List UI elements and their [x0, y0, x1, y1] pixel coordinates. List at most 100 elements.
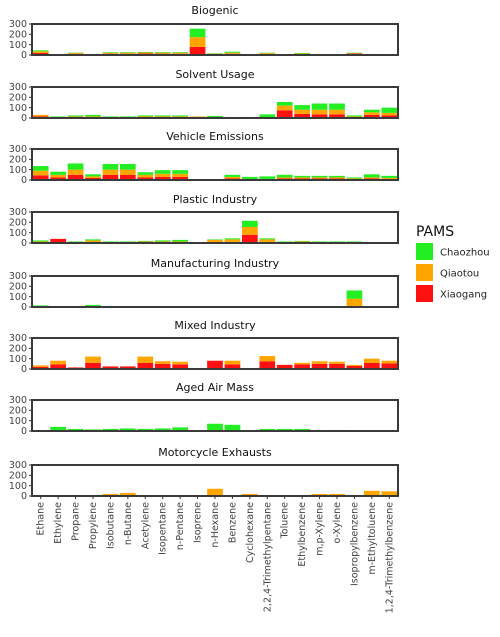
bar-mixed-industry-m-p-xylene-qiaotou: [311, 361, 328, 364]
x-tick-label-n-hexane: n-Hexane: [210, 502, 221, 548]
bar-plastic-industry-isopentane-qiaotou: [154, 241, 171, 243]
bar-solvent-usage-acetylene-chaozhou: [137, 115, 154, 117]
bar-mixed-industry-benzene-xiaogang: [224, 364, 241, 369]
bar-vehicle-emissions-propylene-qiaotou: [85, 176, 101, 178]
bar-aged-air-mass-isobutane-chaozhou: [102, 428, 119, 431]
y-tick-label: 100: [9, 40, 27, 51]
bar-mixed-industry-isopropylbenzene-qiaotou: [346, 364, 363, 366]
bar-mixed-industry-isopentane-qiaotou: [154, 361, 171, 364]
bar-solvent-usage-acetylene-qiaotou: [137, 116, 154, 118]
y-tick-label: 200: [9, 155, 27, 166]
bar-solvent-usage-toluene-qiaotou: [276, 105, 293, 111]
bar-solvent-usage-m-ethyltoluene-xiaogang: [364, 114, 380, 118]
bar-plastic-industry-o-xylene-chaozhou: [329, 241, 345, 242]
bar-aged-air-mass-propane-chaozhou: [67, 428, 84, 431]
bar-plastic-industry-ethylbenzene-qiaotou: [294, 241, 310, 243]
x-tick-label-1-2-4-trimethylbenzene: 1,2,4-Trimethylbenzene: [384, 502, 395, 614]
bar-vehicle-emissions-m-ethyltoluene-chaozhou: [364, 174, 380, 178]
bar-biogenic-acetylene-chaozhou: [137, 52, 154, 53]
bar-solvent-usage-o-xylene-qiaotou: [329, 109, 345, 115]
bar-motorcycle-exhausts-n-butane-qiaotou: [120, 492, 136, 496]
panel-title-mixed-industry: Mixed Industry: [174, 319, 256, 332]
legend: PAMS Chaozhou Qiaotou Xiaogang: [416, 224, 490, 302]
bar-vehicle-emissions-toluene-chaozhou: [276, 174, 293, 178]
bar-plastic-industry-acetylene-chaozhou: [137, 240, 154, 242]
bar-vehicle-emissions-acetylene-qiaotou: [137, 174, 154, 178]
panel-title-biogenic: Biogenic: [191, 4, 238, 17]
y-tick-label: 0: [21, 426, 27, 437]
bar-mixed-industry-ethylene-qiaotou: [50, 360, 66, 365]
bar-vehicle-emissions-ethylene-xiaogang: [50, 177, 66, 180]
bar-motorcycle-exhausts-n-hexane-qiaotou: [207, 488, 223, 496]
legend-label-qiaotou: Qiaotou: [440, 269, 479, 280]
bar-vehicle-emissions-isopropylbenzene-chaozhou: [346, 177, 363, 179]
bar-mixed-industry-ethane-qiaotou: [32, 365, 49, 367]
bar-vehicle-emissions-cyclohexane-chaozhou: [242, 176, 258, 180]
bar-mixed-industry-propylene-qiaotou: [85, 356, 101, 363]
y-tick-label: 0: [21, 238, 27, 249]
bar-motorcycle-exhausts-cyclohexane-qiaotou: [242, 493, 258, 496]
bar-aged-air-mass-acetylene-chaozhou: [137, 428, 154, 431]
bar-plastic-industry-isopentane-chaozhou: [154, 240, 171, 242]
bar-plastic-industry-n-pentane-chaozhou: [172, 239, 188, 242]
x-tick-label-ethane: Ethane: [36, 502, 47, 536]
bar-manufacturing-industry-propylene-chaozhou: [85, 304, 101, 307]
x-tick-label-propane: Propane: [71, 502, 82, 541]
bar-motorcycle-exhausts-m-ethyltoluene-qiaotou: [364, 490, 380, 496]
bar-solvent-usage-m-ethyltoluene-chaozhou: [364, 109, 380, 113]
bar-vehicle-emissions-o-xylene-chaozhou: [329, 175, 345, 178]
bar-solvent-usage-toluene-chaozhou: [276, 101, 293, 106]
bar-mixed-industry-toluene-xiaogang: [276, 364, 293, 369]
bar-vehicle-emissions-m-p-xylene-chaozhou: [311, 175, 328, 178]
y-tick-label: 200: [9, 406, 27, 417]
bar-vehicle-emissions-benzene-chaozhou: [224, 174, 241, 177]
bar-solvent-usage-isobutane-chaozhou: [102, 116, 119, 118]
bar-mixed-industry-propylene-xiaogang: [85, 362, 101, 369]
bar-solvent-usage-m-p-xylene-qiaotou: [311, 109, 328, 115]
y-tick-label: 100: [9, 103, 27, 114]
y-tick-label: 200: [9, 282, 27, 293]
bar-mixed-industry-ethylene-xiaogang: [50, 364, 66, 369]
bar-aged-air-mass-isopentane-chaozhou: [154, 428, 171, 431]
bar-biogenic-isobutane-chaozhou: [102, 52, 119, 53]
bar-mixed-industry-n-pentane-qiaotou: [172, 361, 188, 365]
x-tick-label-acetylene: Acetylene: [140, 502, 151, 549]
bar-vehicle-emissions-acetylene-xiaogang: [137, 177, 154, 180]
bar-mixed-industry-n-butane-xiaogang: [120, 366, 136, 369]
bar-plastic-industry-cyclohexane-qiaotou: [242, 226, 258, 235]
bar-plastic-industry-n-pentane-qiaotou: [172, 241, 188, 243]
bar-solvent-usage-ethane-qiaotou: [32, 114, 49, 117]
x-tick-label-isobutane: Isobutane: [105, 502, 116, 549]
bar-vehicle-emissions-ethane-qiaotou: [32, 170, 49, 176]
bar-vehicle-emissions-isopentane-chaozhou: [154, 170, 171, 174]
bar-plastic-industry-propylene-chaozhou: [85, 239, 101, 241]
bar-biogenic-isopentane-qiaotou: [154, 52, 171, 54]
y-tick-label: 100: [9, 165, 27, 176]
x-tick-label-isopropylbenzene: Isopropylbenzene: [349, 502, 360, 586]
bar-plastic-industry-toluene-chaozhou: [276, 241, 293, 242]
bar-vehicle-emissions-toluene-qiaotou: [276, 177, 293, 179]
bar-biogenic-isopentane-chaozhou: [154, 52, 171, 53]
x-tick-label-ethylbenzene: Ethylbenzene: [297, 502, 308, 567]
bar-vehicle-emissions-isobutane-qiaotou: [102, 169, 119, 175]
bar-aged-air-mass-n-butane-chaozhou: [120, 428, 136, 431]
bar-biogenic-ethane-chaozhou: [32, 50, 49, 52]
legend-label-chaozhou: Chaozhou: [440, 248, 490, 259]
bar-biogenic-ethylbenzene-qiaotou: [294, 53, 310, 55]
bar-plastic-industry-ethane-chaozhou: [32, 240, 49, 242]
y-tick-label: 0: [21, 491, 27, 502]
bar-mixed-industry-isobutane-xiaogang: [102, 366, 119, 369]
y-tick-label: 0: [21, 302, 27, 313]
bar-solvent-usage-isopentane-chaozhou: [154, 115, 171, 117]
y-tick-label: 200: [9, 30, 27, 41]
bar-vehicle-emissions-o-xylene-qiaotou: [329, 177, 345, 179]
bar-mixed-industry-2-2-4-trimethylpentane-qiaotou: [259, 356, 276, 362]
bar-aged-air-mass-n-hexane-chaozhou: [207, 423, 223, 431]
bar-vehicle-emissions-isobutane-xiaogang: [102, 174, 119, 180]
y-tick-label: 0: [21, 175, 27, 186]
panel-frame: [31, 211, 399, 244]
